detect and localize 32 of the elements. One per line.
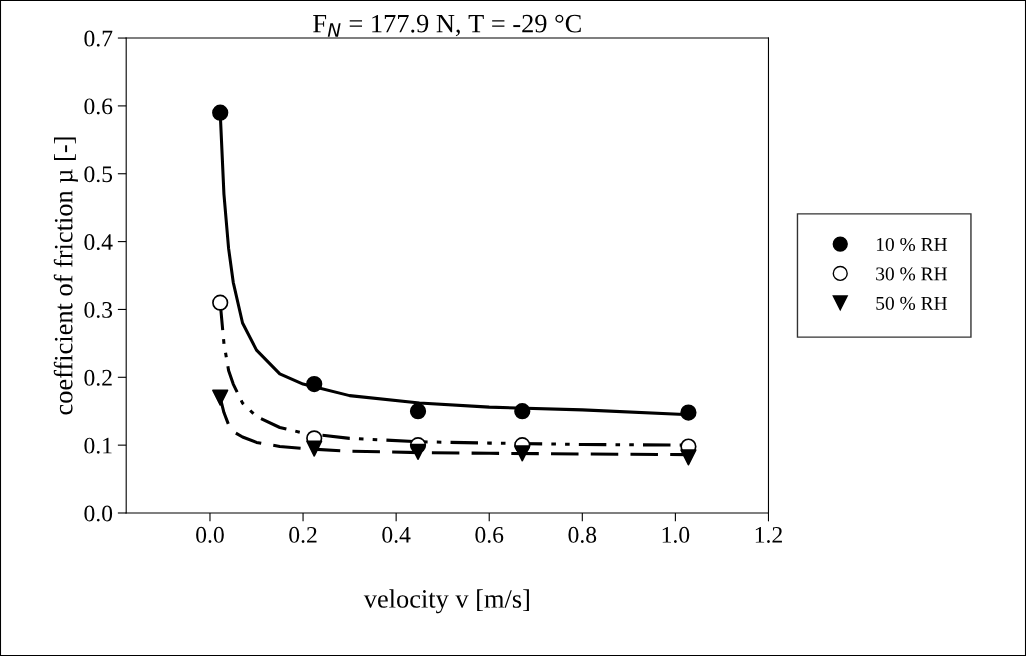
point: [514, 445, 531, 462]
legend-label: 30 % RH: [876, 267, 948, 281]
x-tick-label: 0.2: [289, 526, 317, 543]
y-tick-label: 0.6: [84, 98, 113, 115]
y-tick-label: 0.5: [84, 166, 113, 183]
x-tick-label: 0.0: [196, 526, 224, 543]
x-tick-label: 1.2: [755, 526, 782, 543]
point: [409, 443, 427, 461]
y-tick-label: 0.7: [84, 30, 113, 47]
point: [212, 294, 229, 311]
point: [212, 104, 229, 121]
point: [306, 440, 323, 457]
y-axis-title: coefficient of friction µ [-]: [53, 137, 78, 415]
point: [212, 389, 229, 406]
legend-label: 50 % RH: [876, 296, 948, 310]
y-tick-label: 0.1: [84, 437, 112, 454]
y-tick-label: 0.4: [84, 234, 113, 251]
point: [409, 403, 427, 420]
y-tick-label: 0.3: [84, 301, 113, 318]
x-tick-label: 0.8: [568, 526, 597, 543]
point: [514, 403, 531, 420]
x-tick-label: 1.0: [662, 526, 690, 543]
chart-title: F$_{N}$ = 177.9 N, T = -29 °C: [313, 14, 581, 37]
point: [306, 375, 323, 393]
legend-label: 10 % RH: [876, 237, 948, 252]
x-axis-title: velocity v [m/s]: [363, 589, 529, 614]
point: [680, 404, 697, 421]
x-tick-label: 0.4: [382, 526, 411, 543]
y-tick-label: 0.2: [84, 369, 112, 386]
y-tick-label: 0.0: [84, 505, 113, 522]
x-tick-label: 0.6: [475, 526, 504, 543]
point: [680, 449, 697, 466]
